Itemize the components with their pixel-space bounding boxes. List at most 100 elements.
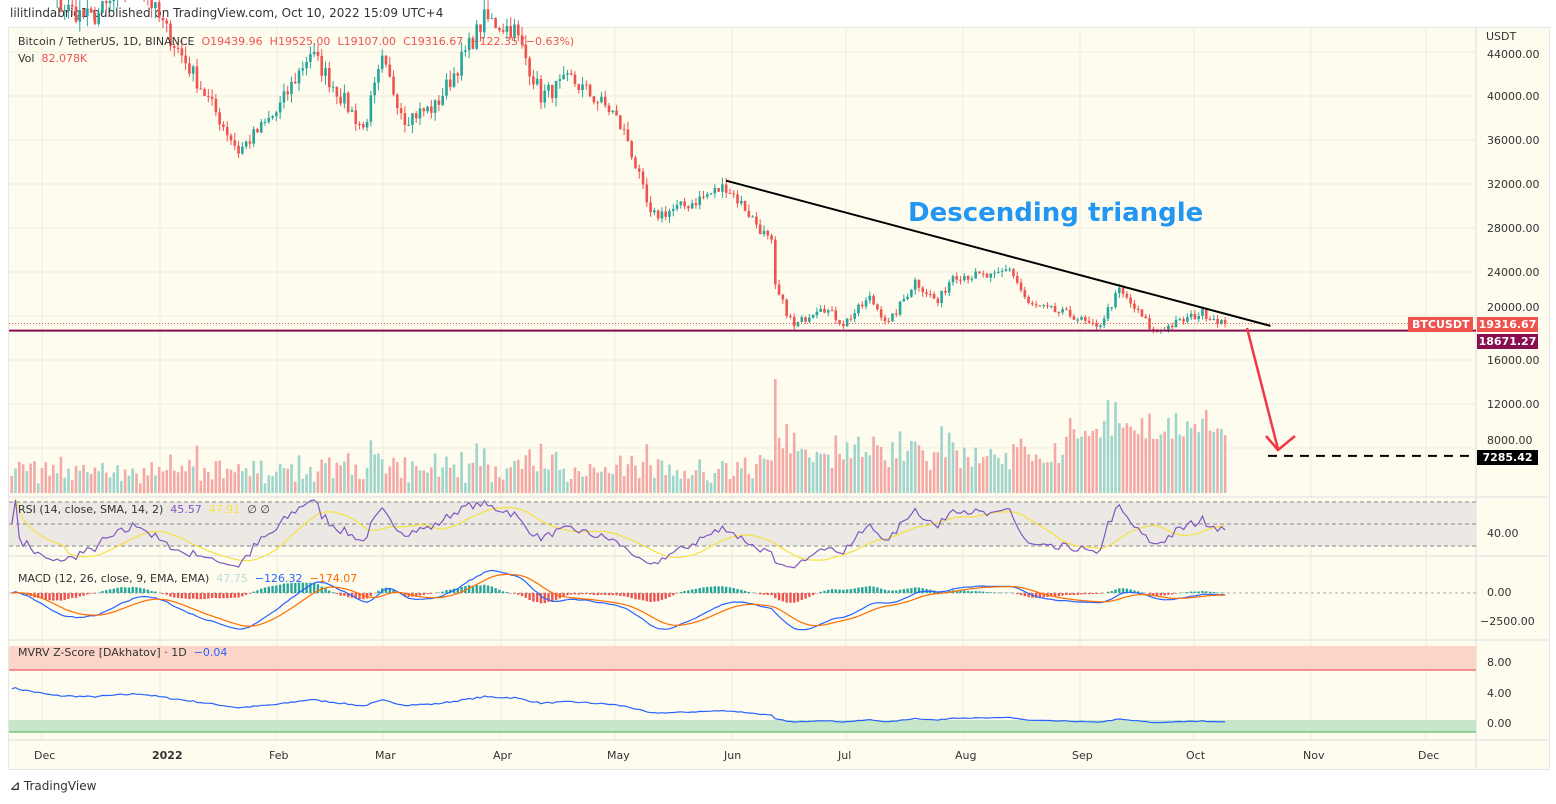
macd-histogram-bar [150, 590, 153, 593]
volume-bar [108, 477, 112, 493]
candle [811, 315, 815, 318]
macd-histogram-bar [426, 593, 429, 595]
macd-histogram-bar [173, 593, 176, 598]
macd-histogram-bar [1133, 590, 1136, 593]
macd-histogram-bar [717, 586, 720, 593]
volume-bar [180, 465, 184, 493]
mvrv-green-zone [9, 720, 1476, 732]
macd-histogram-bar [1140, 592, 1144, 593]
annotation-descending-triangle[interactable]: Descending triangle [908, 198, 1204, 228]
volume-bar [1023, 446, 1027, 493]
candle [293, 81, 297, 84]
volume-bar [305, 474, 308, 493]
volume-bar [626, 464, 630, 493]
macd-histogram-bar [724, 586, 728, 593]
candle [1133, 303, 1136, 309]
volume-label[interactable]: Vol [18, 52, 35, 65]
candle [758, 224, 762, 235]
candle [203, 89, 206, 97]
volume-bar [917, 445, 921, 493]
macd-histogram-bar [422, 593, 425, 595]
brand-name: TradingView [23, 779, 97, 793]
volume-bar [312, 481, 316, 493]
macd-histogram-bar [1148, 593, 1151, 595]
candle [180, 48, 184, 56]
macd-histogram-bar [532, 593, 535, 602]
volume-bar [494, 466, 497, 493]
volume-bar [849, 458, 853, 493]
volume-bar [384, 473, 388, 493]
macd-histogram-bar [301, 582, 305, 593]
candle [910, 289, 913, 297]
macd-histogram-bar [1072, 593, 1076, 596]
candle [562, 74, 565, 80]
volume-bar [936, 452, 940, 493]
candle [286, 91, 289, 95]
volume-bar [547, 469, 550, 493]
volume-bar [970, 466, 974, 493]
volume-bar [36, 483, 40, 493]
candle [830, 310, 834, 312]
volume-bar [1114, 402, 1117, 493]
rsi-label[interactable]: RSI (14, close, SMA, 14, 2) [18, 503, 164, 516]
candle [407, 124, 410, 126]
symbol-name[interactable]: Bitcoin / TetherUS, 1D, BINANCE [18, 35, 195, 48]
volume-bar [1095, 428, 1098, 493]
volume-bar [974, 447, 977, 493]
macd-histogram-bar [607, 593, 611, 596]
macd-histogram-bar [282, 583, 286, 593]
candle [645, 184, 649, 203]
macd-histogram-bar [339, 593, 342, 596]
candle [392, 76, 395, 95]
macd-histogram-bar [441, 591, 444, 593]
volume-bar [1216, 428, 1219, 493]
volume-bar [1034, 454, 1038, 493]
macd-histogram-bar [1080, 593, 1083, 595]
volume-bar [747, 474, 751, 493]
volume-bar [445, 456, 448, 493]
macd-label[interactable]: MACD (12, 26, close, 9, EMA, EMA) [18, 572, 210, 585]
candle [1110, 307, 1114, 309]
candle [974, 271, 977, 279]
candle [1031, 302, 1034, 305]
mvrv-label[interactable]: MVRV Z-Score [DAkhatov] · 1D [18, 646, 187, 659]
macd-histogram-bar [467, 585, 471, 593]
candle [626, 129, 630, 142]
volume-bar [1167, 417, 1170, 493]
macd-histogram-bar [123, 587, 127, 593]
volume-bar [1083, 430, 1087, 493]
candle [872, 295, 875, 305]
candle [97, 12, 100, 24]
volume-bar [411, 461, 414, 493]
volume-bar [993, 454, 996, 493]
candle [808, 317, 811, 322]
candle [305, 61, 308, 69]
volume-bar [324, 463, 327, 493]
macd-histogram-bar [192, 593, 195, 599]
volume-bar [758, 454, 762, 493]
candle [63, 10, 66, 12]
volume-bar [834, 435, 838, 493]
macd-histogram-bar [1068, 593, 1072, 596]
macd-histogram-bar [63, 593, 66, 601]
macd-histogram-bar [740, 589, 743, 593]
mvrv-red-zone [9, 646, 1476, 670]
candle [210, 96, 214, 99]
candle [520, 35, 524, 45]
volume-bar [350, 474, 354, 493]
candle [698, 196, 702, 206]
candle [505, 25, 509, 32]
macd-histogram-bar [256, 590, 259, 593]
macd-histogram-bar [876, 587, 879, 593]
macd-histogram-bar [672, 593, 675, 596]
volume-bar [634, 465, 637, 493]
volume-bar [471, 462, 475, 493]
time-tick: Dec [1418, 749, 1440, 762]
volume-bar [256, 473, 259, 493]
candle [475, 24, 478, 49]
tradingview-logo[interactable]: ⊿ TradingView [10, 779, 96, 793]
candle [524, 44, 528, 59]
candle [225, 126, 229, 136]
macd-histogram-bar [520, 593, 524, 597]
